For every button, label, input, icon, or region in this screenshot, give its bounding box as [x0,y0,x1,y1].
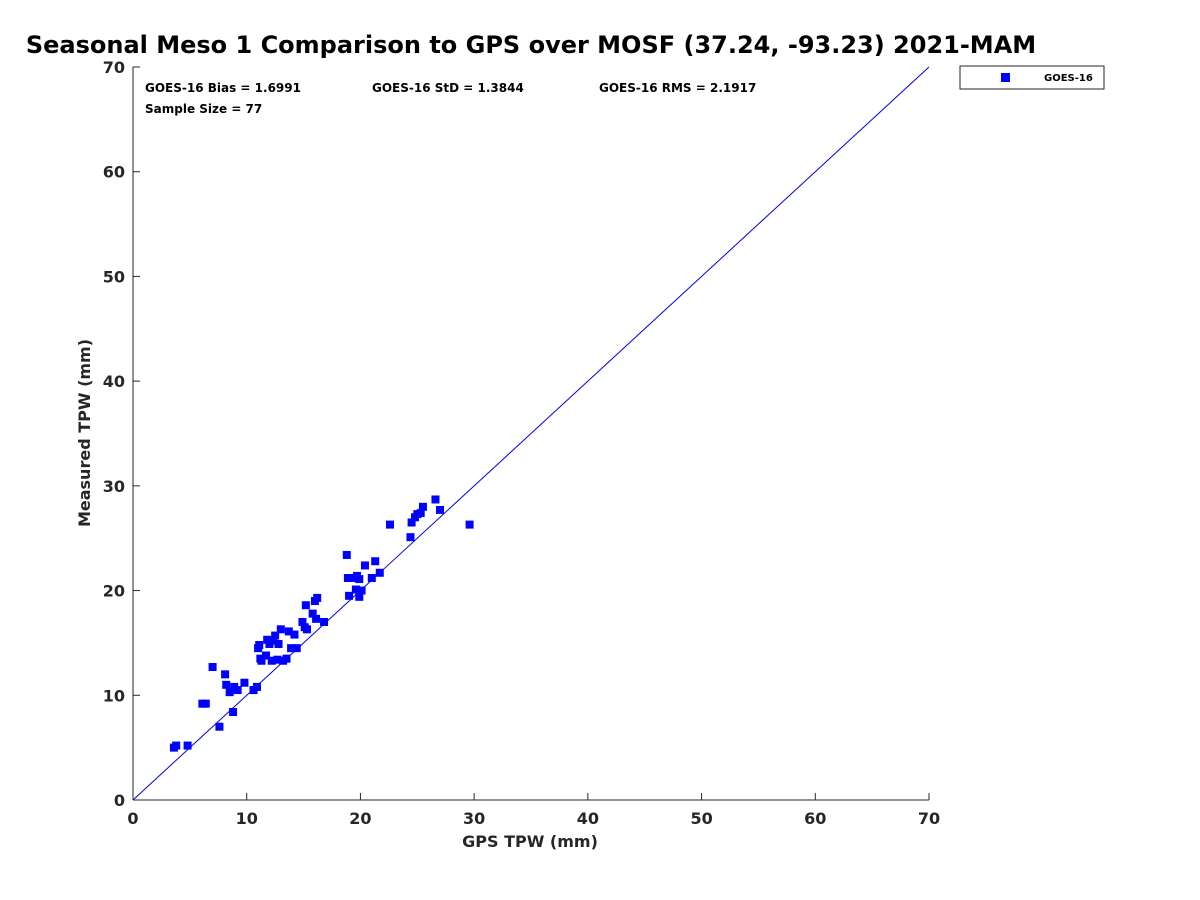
data-point [255,641,264,650]
data-point [257,656,266,665]
x-tick-label: 60 [804,809,826,828]
data-point [252,682,261,691]
data-point [320,617,329,626]
data-point [345,591,354,600]
data-point [301,601,310,610]
data-point [233,686,242,695]
data-point [308,609,317,618]
data-point [215,722,224,731]
data-point [222,680,231,689]
data-point [183,741,192,750]
data-point [355,592,364,601]
data-point [290,630,299,639]
data-point [240,678,249,687]
data-point [418,502,427,511]
data-point [371,557,380,566]
chart-title: Seasonal Meso 1 Comparison to GPS over M… [26,31,1036,59]
data-point [375,568,384,577]
data-point [355,575,364,584]
data-point [284,627,293,636]
one-to-one-line [132,66,930,801]
data-point [342,550,351,559]
data-point [273,655,282,664]
data-point [465,520,474,529]
data-point [201,699,210,708]
x-axis-label: GPS TPW (mm) [462,832,598,851]
x-tick-label: 70 [918,809,940,828]
data-point [172,741,181,750]
x-tick-label: 10 [236,809,258,828]
data-point [302,625,311,634]
y-tick-label: 70 [103,58,125,77]
x-tick-label: 20 [349,809,371,828]
legend-marker [1001,73,1010,82]
bias-annotation: GOES-16 Bias = 1.6991 [145,81,301,95]
y-tick-label: 50 [103,267,125,286]
data-point [406,533,415,542]
rms-annotation: GOES-16 RMS = 2.1917 [599,81,756,95]
data-point [229,708,238,717]
data-point [267,656,276,665]
data-point [282,654,291,663]
legend-box [959,65,1105,90]
x-tick-label: 0 [127,809,138,828]
data-point [221,670,230,679]
legend-label: GOES-16 [1044,73,1093,84]
data-points [169,495,474,752]
data-point [298,617,307,626]
data-point [271,631,280,640]
data-point [385,520,394,529]
legend: GOES-16 [959,65,1105,90]
axis-ticks: 0 10 20 30 40 50 60 70 0 10 20 30 40 50 60 70 [103,58,940,828]
data-point [208,663,217,672]
y-tick-label: 40 [103,372,125,391]
sample-size-annotation: Sample Size = 77 [145,102,262,116]
data-point [287,644,296,653]
data-point [274,639,283,648]
data-point [357,586,366,595]
data-point [351,585,360,594]
data-point [436,505,445,514]
y-tick-label: 30 [103,477,125,496]
data-point [313,593,322,602]
data-point [343,574,352,583]
x-tick-label: 30 [463,809,485,828]
data-point [312,614,321,623]
data-point [431,495,440,504]
data-point [407,518,416,527]
data-point [268,636,277,645]
y-axis-label: Measured TPW (mm) [75,339,94,527]
data-point [262,651,271,660]
data-point [292,644,301,653]
data-point [263,635,272,644]
y-tick-label: 60 [103,163,125,182]
data-point [225,688,234,697]
y-tick-label: 0 [114,791,125,810]
data-point [276,625,285,634]
x-tick-label: 40 [577,809,599,828]
std-annotation: GOES-16 StD = 1.3844 [372,81,524,95]
data-point [416,509,425,518]
x-tick-label: 50 [690,809,712,828]
y-tick-label: 10 [103,686,125,705]
y-tick-label: 20 [103,582,125,601]
data-point [367,574,376,583]
data-point [360,561,369,570]
